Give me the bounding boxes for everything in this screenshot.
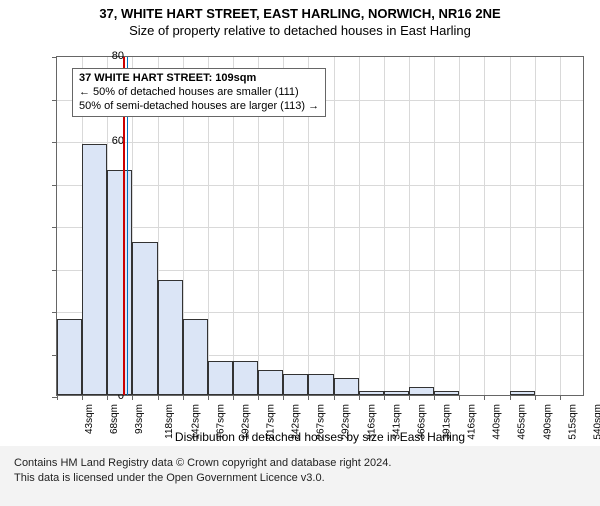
xtick-mark: [208, 395, 209, 400]
xtick-mark: [158, 395, 159, 400]
histogram-bar: [359, 391, 384, 395]
histogram-bar: [258, 370, 283, 396]
histogram-bar: [434, 391, 459, 395]
xtick-label: 540sqm: [592, 404, 600, 440]
xtick-mark: [510, 395, 511, 400]
histogram-bar: [57, 319, 82, 396]
chart-info-box: 37 WHITE HART STREET: 109sqm ← 50% of de…: [72, 68, 326, 117]
xtick-mark: [57, 395, 58, 400]
xtick-mark: [409, 395, 410, 400]
xtick-mark: [359, 395, 360, 400]
xtick-mark: [560, 395, 561, 400]
x-axis-label: Distribution of detached houses by size …: [56, 430, 584, 444]
footer-line2: This data is licensed under the Open Gov…: [14, 471, 586, 486]
histogram-bar: [308, 374, 333, 395]
footer-line1: Contains HM Land Registry data © Crown c…: [14, 456, 586, 471]
xtick-mark: [183, 395, 184, 400]
info-box-line3: 50% of semi-detached houses are larger (…: [79, 100, 319, 114]
histogram-bar: [132, 242, 157, 395]
info-box-line1: 37 WHITE HART STREET: 109sqm: [79, 72, 319, 86]
chart-container: Number of detached properties 37 WHITE H…: [0, 48, 600, 446]
xtick-mark: [434, 395, 435, 400]
xtick-mark: [484, 395, 485, 400]
histogram-bar: [233, 361, 258, 395]
histogram-bar: [158, 280, 183, 395]
plot-box: 37 WHITE HART STREET: 109sqm ← 50% of de…: [56, 56, 584, 396]
xtick-mark: [334, 395, 335, 400]
histogram-bar: [334, 378, 359, 395]
xtick-mark: [384, 395, 385, 400]
histogram-bar: [384, 391, 409, 395]
histogram-bar: [107, 170, 132, 395]
page-subtitle: Size of property relative to detached ho…: [0, 23, 600, 38]
xtick-mark: [308, 395, 309, 400]
info-box-line2: ← 50% of detached houses are smaller (11…: [79, 86, 319, 100]
footer: Contains HM Land Registry data © Crown c…: [0, 446, 600, 506]
histogram-bar: [183, 319, 208, 396]
xtick-mark: [459, 395, 460, 400]
histogram-bar: [510, 391, 535, 395]
xtick-mark: [283, 395, 284, 400]
xtick-mark: [233, 395, 234, 400]
xtick-mark: [258, 395, 259, 400]
histogram-bar: [208, 361, 233, 395]
page-address-title: 37, WHITE HART STREET, EAST HARLING, NOR…: [0, 6, 600, 21]
histogram-bar: [409, 387, 434, 396]
xtick-mark: [132, 395, 133, 400]
xtick-mark: [535, 395, 536, 400]
histogram-bar: [82, 144, 107, 395]
histogram-bar: [283, 374, 308, 395]
